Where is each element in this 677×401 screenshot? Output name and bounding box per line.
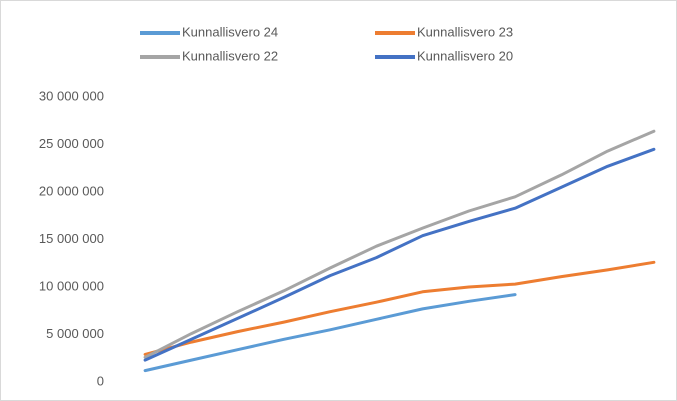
legend-label: Kunnallisvero 23 [417, 24, 513, 39]
series-line [143, 147, 656, 362]
y-tick-label: 20 000 000 [39, 183, 104, 198]
series-line [143, 260, 656, 356]
series-line [143, 129, 656, 359]
y-tick-label: 30 000 000 [39, 88, 104, 103]
y-tick-label: 0 [97, 373, 104, 388]
y-tick-label: 25 000 000 [39, 136, 104, 151]
legend-label: Kunnallisvero 22 [182, 48, 278, 63]
y-tick-label: 5 000 000 [46, 326, 104, 341]
legend-label: Kunnallisvero 24 [182, 24, 278, 39]
y-tick-label: 15 000 000 [39, 231, 104, 246]
legend-label: Kunnallisvero 20 [417, 48, 513, 63]
y-tick-label: 10 000 000 [39, 278, 104, 293]
series-line [143, 293, 517, 373]
